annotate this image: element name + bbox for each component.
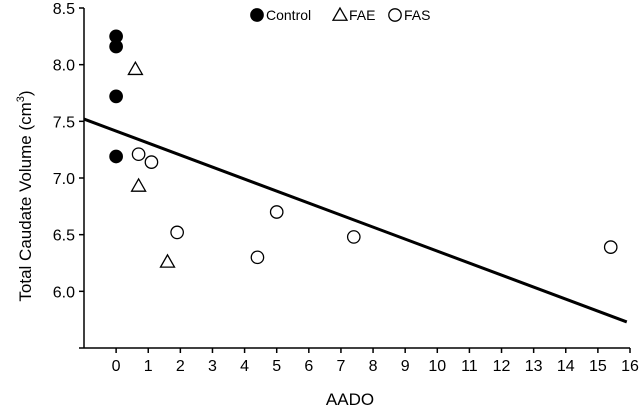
y-tick-label: 6.5 <box>53 228 75 245</box>
y-tick-label: 8.0 <box>53 58 75 75</box>
x-tick-label: 16 <box>621 358 639 375</box>
y-tick-label: 8.5 <box>53 1 75 18</box>
regression-line-group <box>83 117 628 324</box>
x-tick-label: 5 <box>272 358 281 375</box>
x-tick-label: 8 <box>369 358 378 375</box>
data-point-fae <box>159 253 176 268</box>
data-point-fas <box>603 240 618 254</box>
legend-marker-fas <box>388 8 402 22</box>
x-tick-label: 14 <box>557 358 575 375</box>
y-axis-label-superscript: 3 <box>15 96 27 102</box>
y-axis-label-close: ) <box>16 90 35 96</box>
x-tick-label: 3 <box>208 358 217 375</box>
data-points <box>109 29 618 268</box>
axes <box>83 8 630 349</box>
data-point-fas <box>346 230 361 244</box>
x-tick-label: 6 <box>304 358 313 375</box>
y-tick-label: 7.0 <box>53 171 75 188</box>
data-point-control <box>109 149 123 164</box>
x-tick-label: 15 <box>589 358 607 375</box>
data-point-fas <box>269 205 284 219</box>
data-point-fas <box>250 250 265 265</box>
legend-marker-control <box>250 8 264 22</box>
y-axis-label: Total Caudate Volume (cm3) <box>15 90 35 301</box>
x-tick-label: 9 <box>401 358 410 375</box>
x-tick-label: 0 <box>112 358 121 375</box>
x-tick-label: 1 <box>144 358 153 375</box>
y-tick-label: 6.0 <box>53 284 75 301</box>
x-tick-label: 4 <box>240 358 249 375</box>
data-point-fas <box>170 225 184 240</box>
data-point-fas <box>144 155 159 169</box>
x-tick-label: 13 <box>525 358 543 375</box>
x-tick-label: 12 <box>493 358 511 375</box>
axis-ticks: 6.06.57.07.58.08.50 1 2 3 4 5 6 7 8 9 10 11 12 13 14 15… <box>53 1 639 375</box>
y-axis-label-main: Total Caudate Volume (cm <box>16 102 35 301</box>
legend-label-fae: FAE <box>349 7 375 23</box>
data-point-control <box>109 89 123 104</box>
data-point-fae <box>130 177 147 192</box>
legend-label-fas: FAS <box>404 7 430 23</box>
x-tick-label: 10 <box>428 358 446 375</box>
data-point-fas <box>131 147 146 162</box>
legend: Control FAE FAS <box>250 6 430 23</box>
legend-label-control: Control <box>266 7 311 23</box>
x-tick-label: 7 <box>336 358 345 375</box>
regression-line <box>83 117 628 324</box>
y-tick-label: 7.5 <box>53 114 75 131</box>
data-point-fae <box>127 60 144 76</box>
x-tick-label: 11 <box>461 358 478 375</box>
legend-marker-fae <box>331 6 349 21</box>
x-axis-label: AADO <box>326 390 374 409</box>
x-tick-label: 2 <box>176 358 185 375</box>
data-point-control <box>109 39 123 54</box>
